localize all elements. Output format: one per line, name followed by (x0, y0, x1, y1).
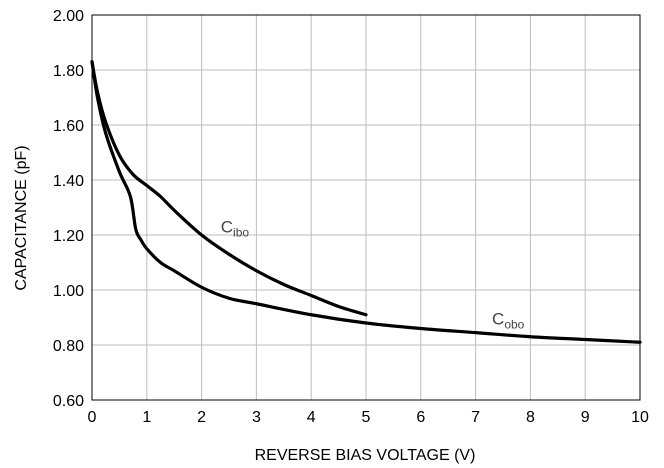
x-axis-label: REVERSE BIAS VOLTAGE (V) (255, 447, 476, 464)
x-tick-label: 2 (197, 409, 206, 426)
x-tick-label: 1 (142, 409, 151, 426)
series-line-cibo (90, 60, 368, 317)
y-tick-label: 1.20 (53, 228, 84, 245)
series-label-cobo: Cobo (492, 309, 525, 331)
y-tick-label: 1.00 (53, 283, 84, 300)
x-tick-label: 5 (362, 409, 371, 426)
x-tick-label: 4 (307, 409, 316, 426)
y-axis-label: CAPACITANCE (pF) (13, 145, 30, 290)
x-tick-label: 10 (631, 409, 649, 426)
series-lines (90, 60, 642, 344)
x-tick-label: 6 (416, 409, 425, 426)
series-line-cobo (90, 60, 642, 344)
y-tick-label: 1.60 (53, 118, 84, 135)
series-label-subscript: ibo (233, 225, 249, 239)
grid (91, 14, 641, 401)
tick-labels: 0 1 2 3 4 5 6 7 8 9 10 0.60 0.80 1.00 1.20 1.40 1.60 1.80… (53, 8, 649, 426)
series-label-cibo: Cibo (221, 217, 250, 239)
series-label-subscript: obo (504, 317, 524, 331)
y-tick-label: 0.60 (53, 393, 84, 410)
x-tick-label: 7 (471, 409, 480, 426)
x-tick-label: 8 (526, 409, 535, 426)
x-tick-label: 3 (252, 409, 261, 426)
series-label-main: C (221, 217, 233, 236)
y-tick-label: 1.80 (53, 63, 84, 80)
x-tick-label: 0 (88, 409, 97, 426)
series-label-main: C (492, 309, 504, 328)
y-tick-label: 1.40 (53, 173, 84, 190)
x-tick-label: 9 (581, 409, 590, 426)
y-tick-label: 2.00 (53, 8, 84, 25)
plot-frame (91, 14, 641, 401)
y-tick-label: 0.80 (53, 338, 84, 355)
